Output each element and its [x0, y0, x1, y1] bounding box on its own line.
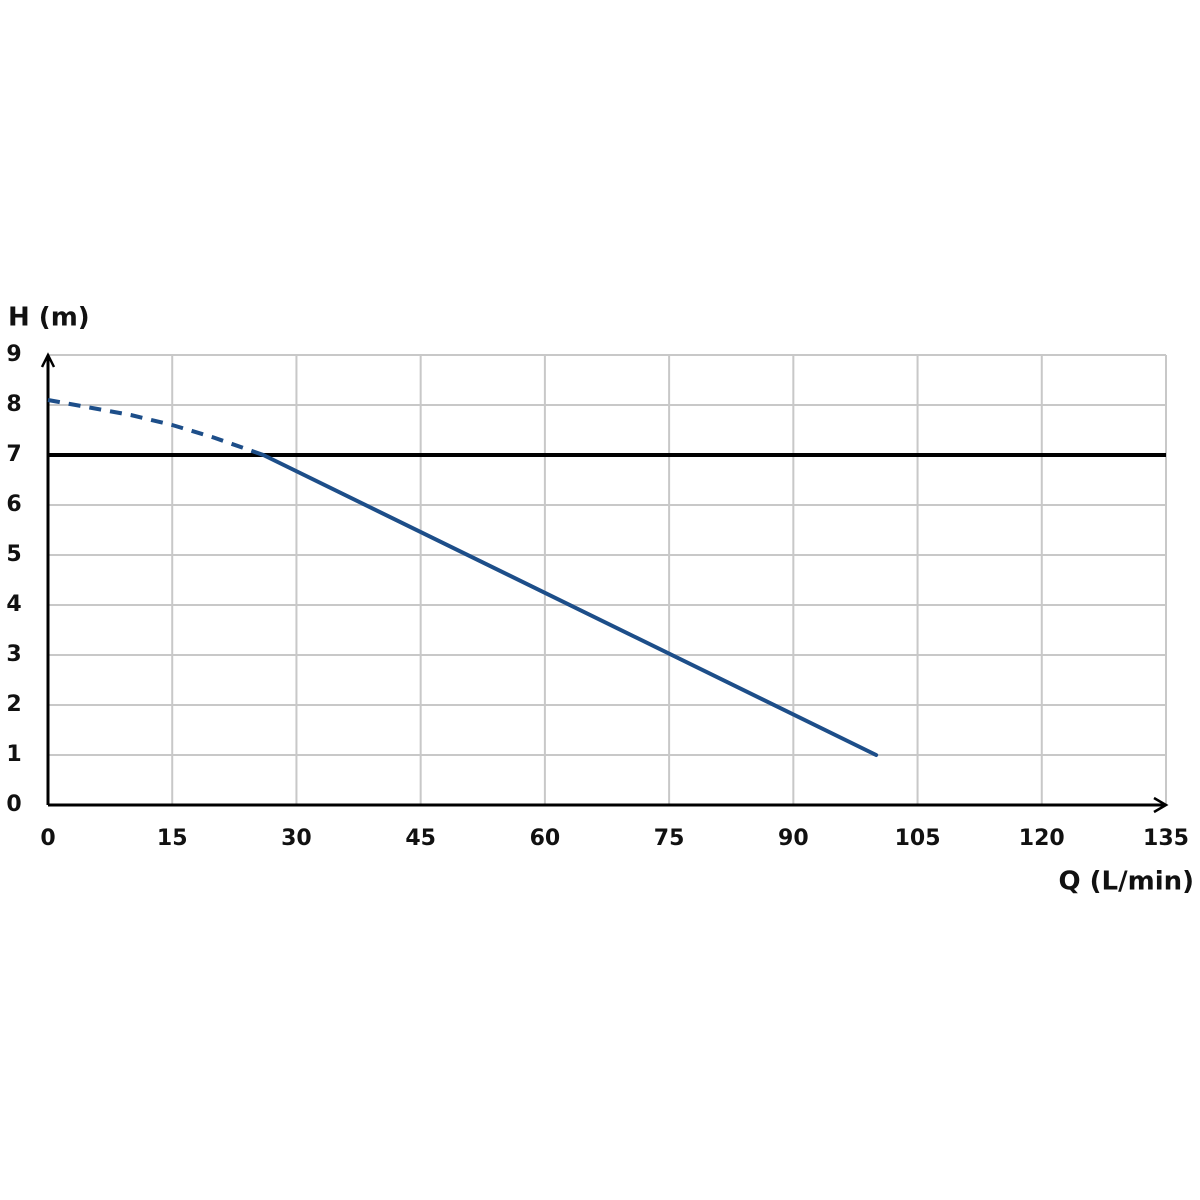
y-tick-label: 0	[6, 792, 21, 817]
x-tick-label: 75	[654, 826, 685, 851]
y-tick-label: 8	[6, 392, 21, 417]
x-axis-arrow	[1153, 796, 1169, 814]
y-axis-label: H (m)	[8, 303, 90, 333]
y-tick-label: 9	[6, 342, 21, 367]
x-tick-label: 105	[895, 826, 941, 851]
y-tick-label: 4	[6, 592, 21, 617]
x-tick-label: 120	[1019, 826, 1065, 851]
y-tick-label: 3	[6, 642, 21, 667]
x-tick-label: 15	[157, 826, 188, 851]
curve	[261, 453, 879, 757]
y-tick-label: 2	[6, 692, 21, 717]
x-tick-label: 0	[40, 826, 55, 851]
curve	[47, 398, 264, 457]
x-axis-label: Q (L/min)	[1059, 867, 1195, 897]
y-axis-arrow	[40, 352, 56, 368]
x-tick-label: 135	[1143, 826, 1189, 851]
y-tick-label: 5	[6, 542, 21, 567]
y-tick-label: 7	[6, 442, 21, 467]
x-tick-label: 45	[405, 826, 436, 851]
x-tick-label: 60	[530, 826, 561, 851]
x-tick-label: 30	[281, 826, 312, 851]
y-tick-label: 6	[6, 492, 21, 517]
x-tick-label: 90	[778, 826, 809, 851]
y-tick-label: 1	[6, 742, 21, 767]
